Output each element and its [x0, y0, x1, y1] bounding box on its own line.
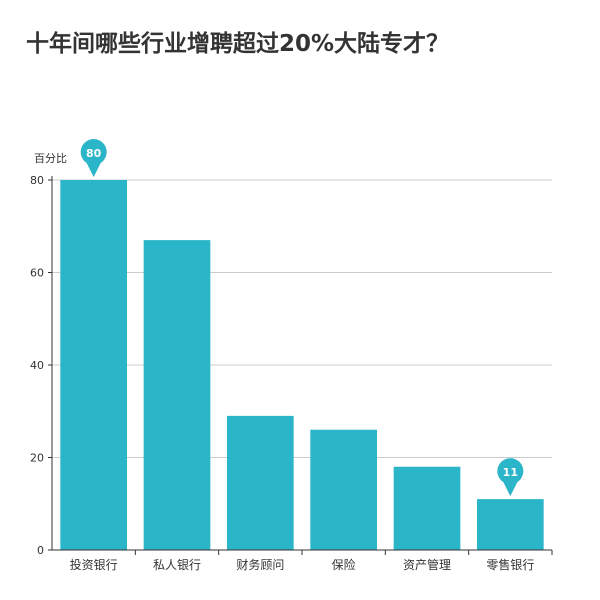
y-tick-label: 40 [30, 359, 44, 372]
x-tick-label: 财务顾问 [236, 557, 284, 572]
y-tick-label: 0 [37, 544, 44, 557]
bar [227, 415, 294, 550]
data-marker [497, 458, 524, 497]
y-tick-label: 20 [30, 452, 44, 465]
x-tick-label: 资产管理 [403, 557, 451, 572]
x-tick-label: 私人银行 [153, 558, 201, 572]
data-label: 80 [86, 147, 102, 160]
data-label: 11 [503, 466, 518, 479]
bar [393, 466, 461, 550]
x-tick-label: 投资银行 [70, 557, 118, 572]
bar [143, 240, 211, 550]
bar [477, 499, 544, 550]
y-axis-label: 百分比 [34, 152, 67, 165]
chart-title: 十年间哪些行业增聘超过20%大陆专才？ [26, 31, 450, 57]
bar [310, 429, 377, 550]
x-tick-label: 零售银行 [486, 557, 534, 572]
y-tick-label: 80 [30, 174, 44, 187]
bar [60, 180, 128, 550]
x-tick-label: 保险 [332, 557, 356, 572]
y-tick-label: 60 [30, 267, 44, 280]
data-marker [80, 139, 107, 177]
